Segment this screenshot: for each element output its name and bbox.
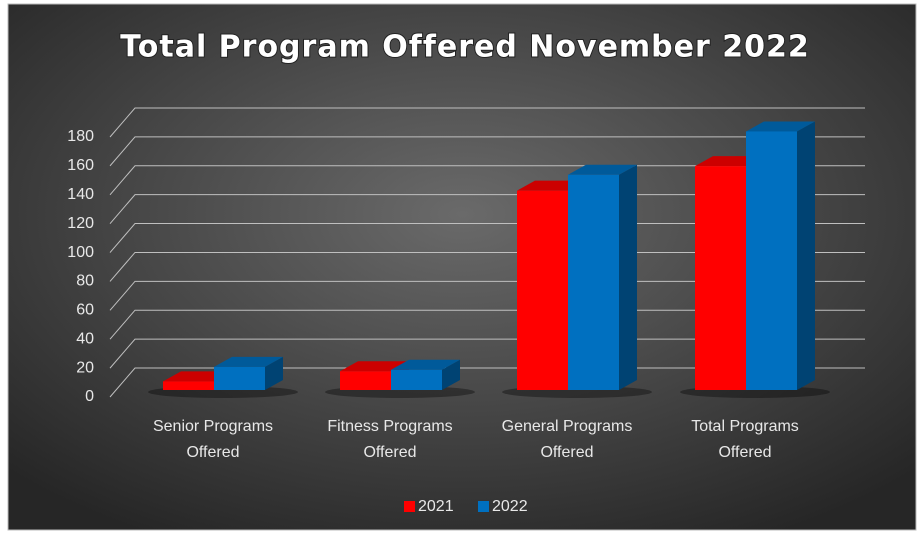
grid-line — [109, 107, 865, 138]
bar-top — [340, 361, 409, 372]
legend-swatch — [404, 501, 415, 512]
x-tick-label: General Programs Offered — [501, 418, 633, 461]
x-tick-label: Senior Programs Offered — [152, 418, 274, 461]
bar — [746, 131, 797, 390]
y-tick-label: 80 — [76, 273, 94, 290]
bar — [695, 166, 746, 390]
y-tick-label: 40 — [76, 330, 94, 347]
legend-swatch — [478, 501, 489, 512]
bar — [568, 174, 619, 390]
y-tick-label: 140 — [67, 186, 94, 203]
bar-side — [619, 164, 637, 390]
y-tick-label: 20 — [76, 359, 94, 376]
bar-side — [442, 359, 460, 390]
bar-side — [797, 121, 815, 390]
bar-top — [746, 121, 815, 132]
y-tick-label: 160 — [67, 157, 94, 174]
bar-top — [568, 164, 637, 175]
legend-label: 2022 — [492, 498, 528, 515]
bar — [163, 381, 214, 390]
x-tick-label: Fitness Programs Offered — [327, 418, 453, 461]
y-tick-label: 120 — [67, 215, 94, 232]
bar-top — [214, 356, 283, 367]
bar — [391, 369, 442, 390]
bar-top — [391, 359, 460, 370]
grid-line — [109, 136, 865, 167]
legend-label: 2021 — [418, 498, 454, 515]
bar-side — [265, 356, 283, 390]
bar — [340, 371, 391, 390]
x-tick-label: Total Programs Offered — [691, 418, 799, 461]
chart-title: Total Program Offered November 2022 — [120, 30, 809, 65]
bar — [517, 190, 568, 390]
y-tick-label: 0 — [85, 388, 94, 405]
y-tick-label: 60 — [76, 302, 94, 319]
y-tick-label: 100 — [67, 244, 94, 261]
y-tick-label: 180 — [67, 128, 94, 145]
bar — [214, 366, 265, 390]
